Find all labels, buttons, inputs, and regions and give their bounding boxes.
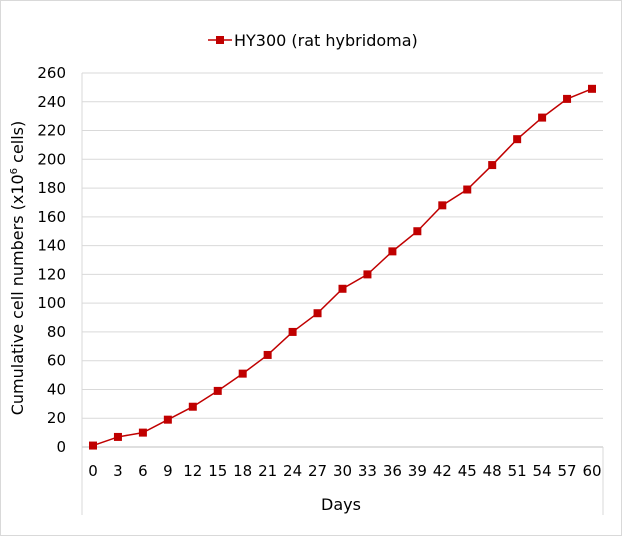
data-point-day-15 [213, 386, 222, 395]
y-tick-label-180: 180 [37, 179, 66, 197]
x-tick-label-48: 48 [483, 462, 502, 480]
x-axis-title: Days [321, 495, 361, 514]
y-axis-title: Cumulative cell numbers (x106 cells) [8, 121, 27, 416]
series-group [89, 84, 596, 450]
legend: HY300 (rat hybridoma) [208, 31, 418, 50]
x-tick-label-42: 42 [433, 462, 452, 480]
x-tick-label-0: 0 [88, 462, 98, 480]
x-tick-label-15: 15 [208, 462, 227, 480]
x-tick-label-51: 51 [508, 462, 527, 480]
y-tick-label-100: 100 [37, 294, 66, 312]
data-point-day-3 [113, 432, 122, 441]
data-point-day-39 [413, 227, 422, 236]
x-tick-label-9: 9 [163, 462, 173, 480]
y-tick-label-60: 60 [47, 352, 66, 370]
y-tick-label-220: 220 [37, 122, 66, 140]
axes [81, 73, 604, 515]
legend-square-marker [216, 36, 224, 44]
y-axis-title-superscript: 6 [9, 168, 20, 174]
y-tick-label-140: 140 [37, 237, 66, 255]
data-point-day-9 [163, 415, 172, 424]
data-point-day-33 [363, 270, 372, 279]
x-tick-label-30: 30 [333, 462, 352, 480]
y-tick-label-240: 240 [37, 93, 66, 111]
x-tick-label-21: 21 [258, 462, 277, 480]
y-tick-label-40: 40 [47, 380, 66, 398]
y-axis-title-suffix: cells) [8, 121, 27, 168]
x-tick-label-18: 18 [233, 462, 252, 480]
x-tick-label-36: 36 [383, 462, 402, 480]
data-point-day-12 [188, 402, 197, 411]
data-point-day-54 [538, 113, 547, 122]
x-tick-label-60: 60 [582, 462, 601, 480]
data-point-day-21 [263, 350, 272, 359]
x-tick-label-57: 57 [558, 462, 577, 480]
y-tick-label-260: 260 [37, 64, 66, 82]
data-point-day-51 [513, 135, 522, 144]
x-tick-label-24: 24 [283, 462, 302, 480]
x-tick-label-3: 3 [113, 462, 123, 480]
x-tick-label-33: 33 [358, 462, 377, 480]
data-point-day-0 [89, 441, 97, 450]
data-point-day-48 [488, 161, 497, 170]
x-tick-label-45: 45 [458, 462, 477, 480]
grid-lines [82, 72, 603, 419]
data-point-day-45 [463, 185, 472, 194]
data-point-day-18 [238, 369, 247, 378]
x-tick-label-39: 39 [408, 462, 427, 480]
y-tick-label-120: 120 [37, 265, 66, 283]
data-point-day-42 [438, 201, 447, 210]
y-tick-label-0: 0 [56, 438, 66, 456]
data-point-day-57 [563, 94, 572, 103]
data-point-day-36 [388, 247, 397, 256]
x-tick-label-6: 6 [138, 462, 148, 480]
data-point-day-6 [138, 428, 147, 437]
x-tick-label-54: 54 [533, 462, 552, 480]
data-point-day-27 [313, 309, 322, 318]
x-tick-label-12: 12 [183, 462, 202, 480]
data-point-day-60 [588, 84, 596, 93]
legend-label: HY300 (rat hybridoma) [234, 31, 418, 50]
y-tick-label-80: 80 [47, 323, 66, 341]
y-tick-label-160: 160 [37, 208, 66, 226]
y-tick-label-200: 200 [37, 150, 66, 168]
x-tick-label-27: 27 [308, 462, 327, 480]
y-tick-labels: 0 20 40 60 80 100 120 140 160 180 200 220 240 260 [37, 64, 66, 456]
y-axis-title-main: Cumulative cell numbers (x10 [8, 174, 27, 415]
y-tick-label-20: 20 [47, 409, 66, 427]
data-point-day-30 [338, 284, 347, 293]
x-tick-labels: 0 3 6 9 12 15 18 21 24 27 30 33 36 39 42 45 48 51 54 57 60 [88, 462, 601, 480]
data-point-day-24 [288, 327, 297, 336]
